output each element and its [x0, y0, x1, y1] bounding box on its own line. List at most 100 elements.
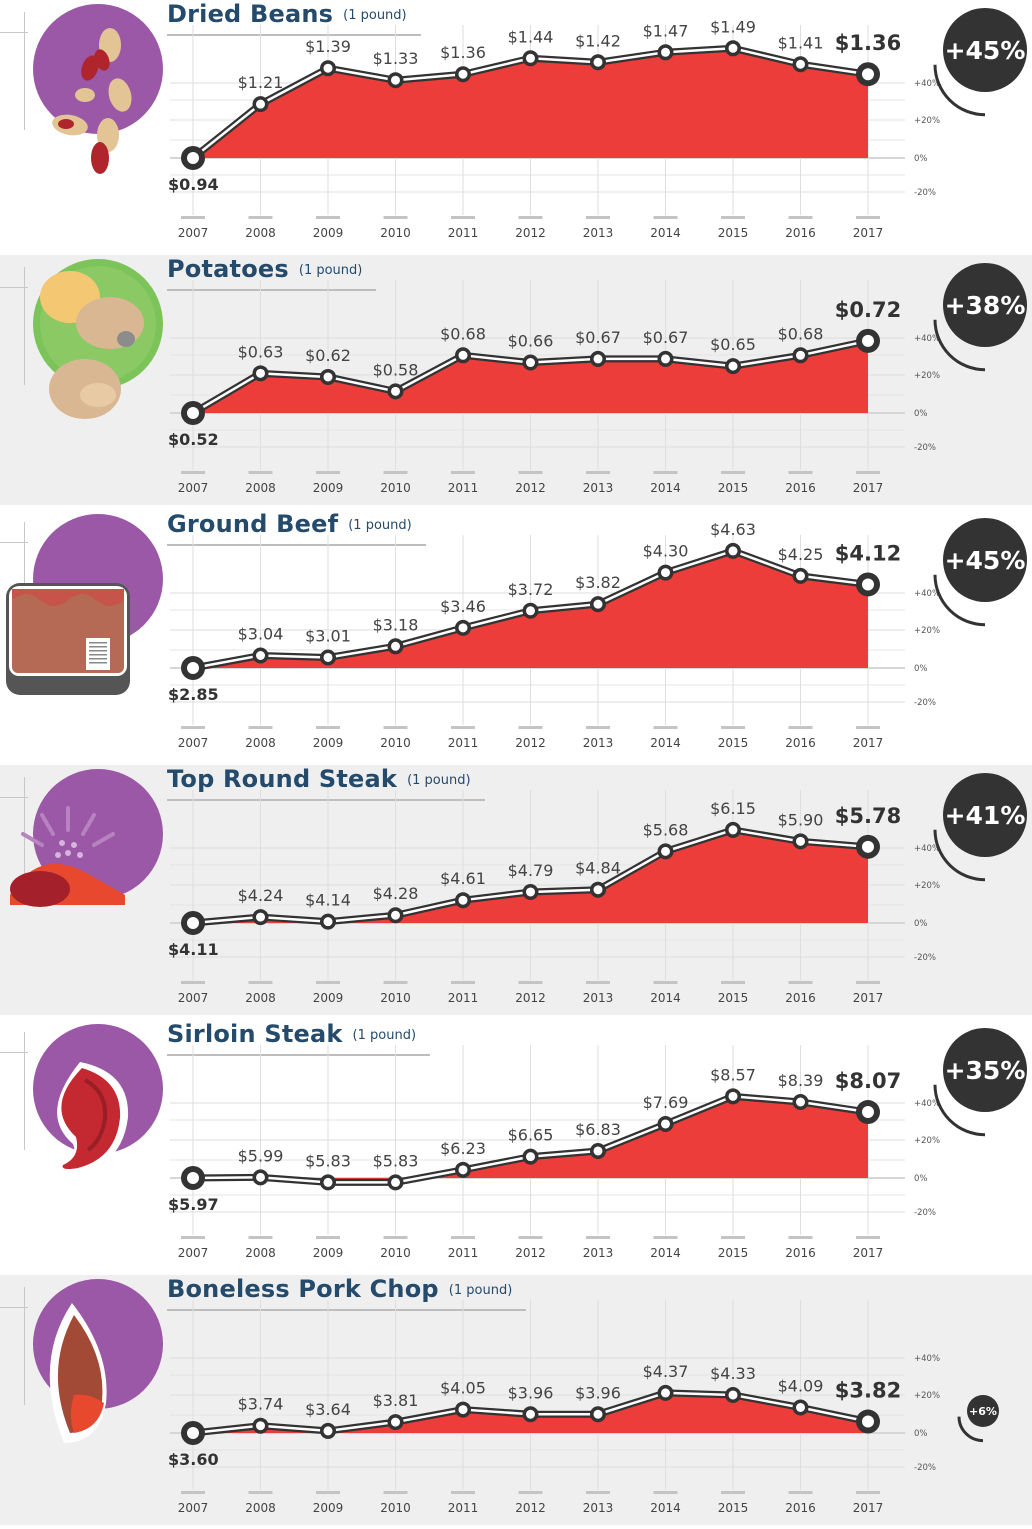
pct-tick-label: 0% [914, 409, 928, 419]
year-tick [653, 216, 678, 219]
decorative-rule [0, 797, 28, 798]
data-point-center [323, 63, 333, 73]
chart-svg: +40% +20% 0% -20% $4.11 $4.24 $4.14 $4.28 $4.61 $… [10, 769, 1027, 1005]
data-point-center [526, 1152, 535, 1162]
value-label: $8.39 [778, 1071, 824, 1090]
year-tick [383, 726, 408, 729]
year-label: 2007 [178, 736, 209, 750]
value-label: $5.83 [305, 1151, 351, 1170]
value-label: $3.82 [575, 573, 621, 592]
potatoes-icon [33, 259, 163, 419]
value-label: $4.37 [643, 1362, 689, 1381]
value-label: $1.49 [710, 17, 756, 36]
decorative-rule [0, 32, 28, 33]
value-label-final: $0.72 [835, 298, 901, 322]
badge-circle [943, 263, 1027, 347]
value-label: $4.79 [508, 861, 554, 880]
data-point-center [256, 1172, 265, 1182]
data-point-center [391, 910, 400, 920]
data-point-center [796, 59, 805, 69]
value-label: $4.30 [643, 542, 689, 561]
item-unit: (1 pound) [407, 773, 471, 788]
year-label: 2007 [178, 226, 209, 240]
year-label: 2010 [380, 226, 411, 240]
data-point-center [728, 1091, 738, 1101]
year-tick [788, 726, 813, 729]
data-point-center [796, 571, 805, 581]
year-tick [383, 216, 408, 219]
value-label: $4.05 [440, 1379, 486, 1398]
data-point-center [323, 372, 333, 382]
item-name: Potatoes [167, 255, 289, 283]
value-label: $0.68 [440, 324, 486, 343]
year-label: 2013 [583, 1501, 614, 1515]
year-tick [721, 981, 745, 984]
chart-panel-ground-beef: Ground Beef (1 pound) +40% +20% 0% -20% $2.85 $… [0, 510, 1032, 764]
value-label: $1.33 [373, 49, 419, 68]
value-label-final: $5.78 [835, 804, 901, 828]
data-point-center [796, 836, 805, 846]
year-tick [451, 216, 475, 219]
year-label: 2009 [313, 1501, 344, 1515]
value-label: $0.67 [575, 328, 621, 347]
year-label: 2015 [718, 991, 749, 1005]
data-point-center [862, 578, 874, 591]
change-badge: +45% [933, 518, 1027, 627]
year-tick [788, 216, 813, 219]
year-tick [248, 471, 273, 474]
pct-tick-label: +20% [914, 1391, 940, 1401]
ground-beef-icon [6, 514, 163, 695]
data-point-center [458, 69, 468, 79]
decorative-rule [24, 1032, 25, 1150]
value-label: $4.33 [710, 1364, 756, 1383]
data-point-center [391, 75, 400, 85]
change-percent: +41% [945, 801, 1026, 830]
value-label: $0.68 [778, 324, 824, 343]
data-point-center [661, 846, 670, 856]
decorative-rule [24, 1287, 25, 1405]
item-unit: (1 pound) [352, 1028, 417, 1043]
year-tick [181, 216, 205, 219]
year-tick [518, 216, 543, 219]
decorative-rule [0, 542, 28, 543]
chart-panel-sirloin-steak: Sirloin Steak (1 pound) +40% +20% 0% -20% $5.9… [0, 1020, 1032, 1274]
chart-panel-dried-beans: Dried Beans (1 pound) +40% +20% 0% -20% $0.94 $… [0, 0, 1032, 254]
data-point-center [862, 334, 874, 347]
beans-icon [33, 4, 163, 174]
year-label: 2009 [313, 1246, 344, 1260]
value-label-final: $8.07 [835, 1069, 901, 1093]
data-point-center [256, 912, 265, 922]
pct-tick-label: -20% [914, 953, 936, 963]
price-area [193, 340, 868, 413]
year-tick [856, 981, 880, 984]
value-label: $3.81 [373, 1391, 419, 1410]
pct-tick-label: +40% [914, 1099, 940, 1109]
year-tick [248, 981, 273, 984]
data-point-center [593, 57, 603, 67]
year-tick [316, 1236, 340, 1239]
item-name: Boneless Pork Chop [167, 1275, 439, 1303]
item-name: Dried Beans [167, 0, 334, 28]
year-label: 2013 [583, 1246, 614, 1260]
data-point-center [256, 368, 265, 378]
year-tick [653, 981, 678, 984]
data-point-center [661, 568, 670, 578]
data-point-center [391, 1417, 400, 1427]
value-label: $5.83 [373, 1151, 419, 1170]
data-point-center [526, 53, 535, 63]
pct-tick-label: +40% [914, 79, 940, 89]
data-point-center [526, 1409, 535, 1419]
value-label: $3.01 [305, 626, 351, 645]
year-label: 2008 [245, 1501, 276, 1515]
data-point-center [593, 1409, 603, 1419]
badge-tail [933, 319, 986, 372]
data-point-center [187, 1427, 199, 1439]
data-point-center [526, 887, 535, 897]
data-point-center [796, 1097, 805, 1107]
data-point-center [526, 358, 535, 368]
year-label: 2010 [380, 1246, 411, 1260]
pct-tick-label: 0% [914, 154, 928, 164]
year-label: 2017 [853, 226, 884, 240]
year-label: 2007 [178, 991, 209, 1005]
year-label: 2012 [515, 226, 546, 240]
